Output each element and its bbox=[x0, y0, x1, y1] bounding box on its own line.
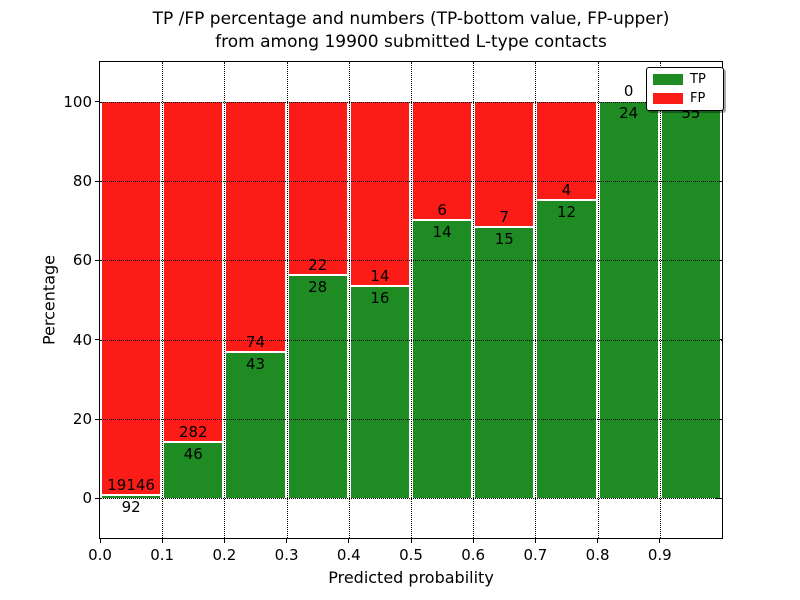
tp-count-label: 16 bbox=[370, 288, 390, 307]
fp-swatch-icon bbox=[653, 93, 683, 104]
x-tick-mark bbox=[286, 538, 288, 543]
x-tick-label: 0.8 bbox=[585, 546, 610, 564]
tp-bar-segment bbox=[350, 286, 409, 499]
tp-count-label: 12 bbox=[556, 202, 577, 221]
y-axis-label: Percentage bbox=[39, 254, 59, 346]
y-tick-mark bbox=[95, 497, 100, 499]
legend-entry-tp: TP bbox=[653, 73, 717, 86]
x-tick-mark bbox=[410, 538, 412, 543]
y-tick-mark bbox=[95, 259, 100, 261]
x-tick-label: 0.3 bbox=[274, 546, 299, 564]
fp-bar-segment bbox=[475, 101, 534, 226]
x-tick-label: 0.4 bbox=[336, 546, 361, 564]
tp-bar-segment bbox=[413, 220, 472, 499]
y-tick-label: 0 bbox=[82, 489, 92, 508]
x-tick-mark bbox=[99, 538, 101, 543]
tp-count-label: 15 bbox=[494, 229, 514, 248]
legend-entry-fp: FP bbox=[653, 92, 717, 105]
fp-bar-segment bbox=[413, 101, 472, 219]
tp-bar-segment bbox=[164, 442, 223, 499]
tp-count-label: 92 bbox=[121, 498, 141, 517]
tp-count-label: 24 bbox=[619, 103, 639, 122]
fp-bar-segment bbox=[288, 101, 347, 275]
vertical-gridline bbox=[411, 62, 412, 538]
x-tick-label: 0.7 bbox=[523, 546, 548, 564]
y-tick-label: 80 bbox=[72, 172, 92, 190]
legend: TP FP bbox=[646, 67, 724, 111]
fp-count-label: 14 bbox=[370, 266, 390, 285]
legend-label-fp: FP bbox=[690, 91, 706, 106]
x-tick-mark bbox=[534, 538, 536, 543]
x-tick-label: 0.5 bbox=[399, 546, 423, 564]
y-tick-label: 20 bbox=[72, 410, 92, 428]
y-tick-label: 40 bbox=[72, 330, 92, 349]
vertical-gridline bbox=[348, 62, 350, 538]
chart-title: TP /FP percentage and numbers (TP-bottom… bbox=[100, 8, 722, 54]
fp-count-label: 22 bbox=[308, 256, 328, 275]
grid-layer bbox=[100, 62, 722, 538]
tp-count-label: 28 bbox=[308, 278, 328, 297]
vertical-gridline bbox=[224, 62, 226, 538]
bar-labels-layer: 191469228246744322281416614715412024055 bbox=[100, 62, 722, 538]
tp-bar-segment bbox=[288, 276, 347, 499]
tp-bar-segment bbox=[102, 496, 161, 499]
fp-bar-segment bbox=[102, 101, 161, 495]
x-tick-label: 0.6 bbox=[461, 546, 486, 564]
tp-bar-segment bbox=[599, 101, 658, 499]
ticks-layer: 0.0 0.1 0.2 0.3 0.4 0.5 0.6 0.7 0.8 0.9 0 20 40 60 80 1… bbox=[63, 62, 722, 564]
fp-count-label: 0 bbox=[623, 81, 634, 100]
tp-count-label: 14 bbox=[432, 222, 452, 241]
x-tick-mark bbox=[348, 538, 350, 543]
x-tick-mark bbox=[597, 538, 599, 543]
bars-layer bbox=[100, 62, 722, 538]
y-tick-mark bbox=[95, 101, 100, 103]
fp-bar-segment bbox=[164, 101, 223, 441]
tp-bar-segment bbox=[661, 101, 720, 499]
x-tick-mark bbox=[659, 538, 661, 543]
chart-title-line2: from among 19900 submitted L-type contac… bbox=[215, 32, 607, 52]
y-tick-mark bbox=[95, 418, 100, 420]
tp-bar-segment bbox=[475, 227, 534, 499]
fp-count-label: 6 bbox=[437, 200, 447, 219]
tp-count-label: 46 bbox=[183, 444, 203, 463]
vertical-gridline bbox=[286, 62, 288, 538]
fp-bar-segment bbox=[350, 101, 409, 285]
tp-bar-segment bbox=[226, 352, 285, 499]
x-tick-mark bbox=[161, 538, 163, 543]
plot-area: 191469228246744322281416614715412024055 … bbox=[40, 61, 724, 587]
x-tick-label: 0.1 bbox=[150, 546, 175, 564]
fp-bar-segment bbox=[537, 101, 596, 199]
vertical-gridline bbox=[659, 62, 661, 538]
tp-count-label: 43 bbox=[245, 354, 266, 373]
chart-title-line1: TP /FP percentage and numbers (TP-bottom… bbox=[152, 9, 670, 29]
x-tick-label: 0.9 bbox=[647, 546, 672, 564]
tp-swatch-icon bbox=[653, 74, 683, 85]
tp-bar-segment bbox=[537, 200, 596, 499]
vertical-gridline bbox=[535, 62, 537, 538]
legend-label-tp: TP bbox=[690, 72, 706, 87]
vertical-gridline bbox=[597, 62, 599, 538]
x-tick-mark bbox=[472, 538, 474, 543]
x-tick-label: 0.0 bbox=[88, 546, 112, 564]
x-axis-label: Predicted probability bbox=[328, 568, 494, 587]
vertical-gridline bbox=[162, 62, 164, 538]
fp-count-label: 4 bbox=[561, 180, 572, 199]
fp-count-label: 74 bbox=[245, 332, 266, 351]
fp-count-label: 7 bbox=[499, 207, 510, 226]
y-tick-mark bbox=[95, 180, 100, 182]
y-tick-label: 100 bbox=[63, 92, 92, 111]
vertical-gridline bbox=[473, 62, 475, 538]
fp-count-label: 282 bbox=[178, 422, 208, 441]
y-tick-mark bbox=[95, 339, 100, 341]
y-tick-label: 60 bbox=[72, 251, 92, 270]
fp-bar-segment bbox=[226, 101, 285, 351]
fp-count-label: 19146 bbox=[107, 476, 155, 495]
x-tick-mark bbox=[223, 538, 225, 543]
x-tick-label: 0.2 bbox=[212, 546, 237, 564]
